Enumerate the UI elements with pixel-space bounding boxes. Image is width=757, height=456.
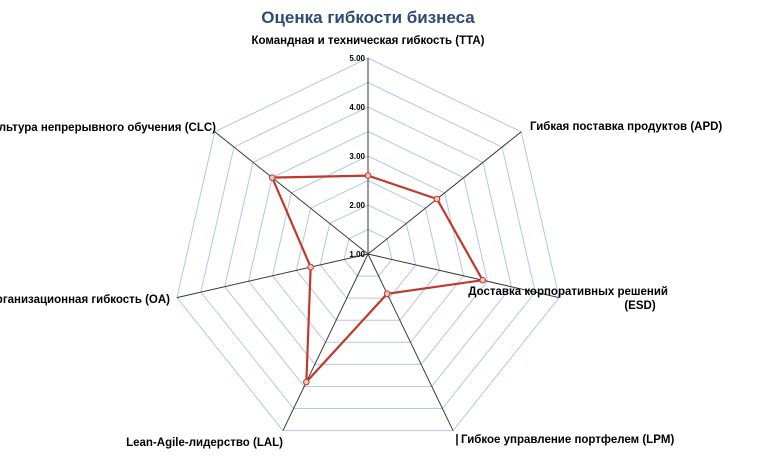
axis-label-line: Lean-Agile-лидерство (LAL) (126, 437, 283, 449)
axis-spoke (367, 253, 454, 431)
tick-label: 4.00 (349, 103, 365, 112)
data-point (307, 263, 314, 271)
stray-mark: | (455, 434, 458, 446)
grid-rings (176, 57, 560, 432)
grid-ring (200, 81, 536, 410)
axis-label: Организационная гибкость (OA) (0, 294, 170, 306)
grid-ring (224, 106, 512, 387)
data-point (364, 172, 372, 179)
axis-label-line: Доставка корпоративных решений (468, 286, 668, 298)
tick-label: 2.00 (349, 201, 365, 210)
chart-title: Оценка гибкости бизнеса (261, 8, 475, 27)
axis-spoke (367, 131, 522, 255)
grid-ring (295, 179, 441, 321)
axis-label-line: Организационная гибкость (OA) (0, 294, 170, 306)
grid-ring (271, 155, 465, 343)
axis-labels: Командная и техническая гибкость (TTA) Ги… (0, 35, 722, 449)
axis-spoke (176, 253, 369, 299)
axis-label-line: Гибкое управление портфелем (LPM) (461, 434, 674, 446)
axis-label-line: Культура непрерывного обучения (CLC) (0, 122, 216, 134)
tick-label: 1.00 (349, 250, 365, 259)
axis-label-line: (ESD) (624, 300, 655, 312)
grid-ring (176, 57, 560, 432)
grid-ring (343, 228, 393, 277)
axis-label: Культура непрерывного обучения (CLC) (0, 122, 216, 134)
axis-label: Lean-Agile-лидерство (LAL) (126, 437, 283, 449)
data-point (268, 174, 276, 181)
tick-label: 5.00 (349, 54, 365, 63)
series-layer (268, 172, 486, 386)
axis-spoke (282, 253, 369, 431)
data-point (303, 378, 310, 386)
axis-spokes (176, 58, 560, 431)
axis-label-line: Командная и техническая гибкость (TTA) (252, 35, 485, 47)
data-point (433, 195, 441, 203)
grid-ring (248, 130, 488, 365)
data-point (479, 276, 486, 284)
tick-label: 3.00 (349, 152, 365, 161)
data-point (383, 290, 391, 298)
axis-spoke (367, 253, 560, 299)
grid-ring (319, 204, 417, 299)
series-line (270, 174, 485, 385)
axis-label: Гибкое управление портфелем (LPM) (461, 434, 674, 446)
axis-label: Гибкая поставка продуктов (APD) (530, 121, 722, 133)
axis-label: Командная и техническая гибкость (TTA) (252, 35, 485, 47)
radial-tick-labels: 1.00 2.00 3.00 4.00 5.00 (349, 54, 365, 259)
axis-label-line: Гибкая поставка продуктов (APD) (530, 121, 722, 133)
axis-spoke (214, 131, 369, 255)
axis-label: Доставка корпоративных решений (ESD) (468, 286, 668, 312)
